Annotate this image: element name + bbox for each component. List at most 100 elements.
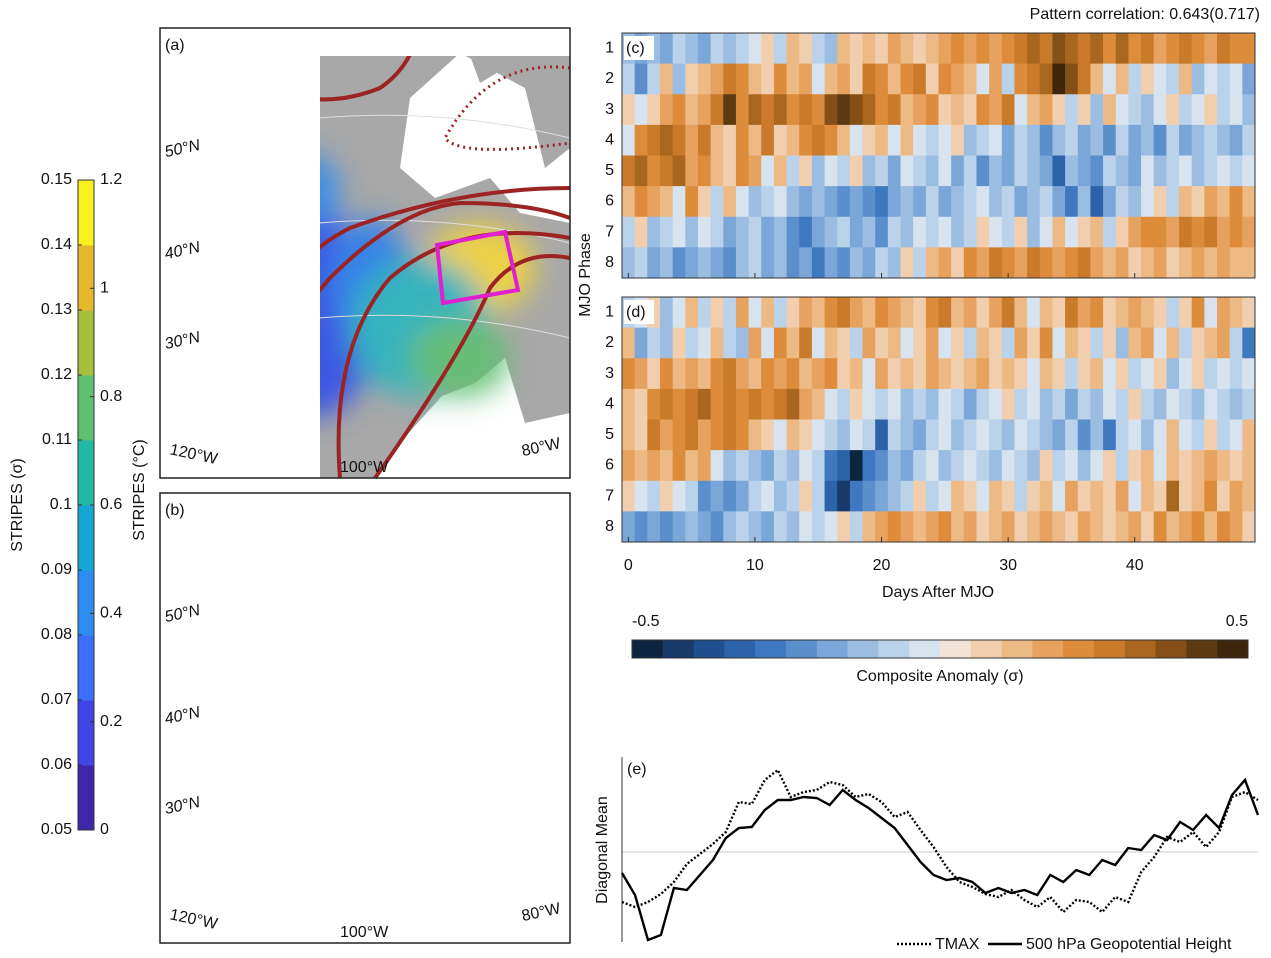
heatmap-cell <box>913 124 927 156</box>
heatmap-cell <box>748 155 762 187</box>
heatmap-cell <box>1103 419 1117 451</box>
heatmap-cell <box>938 247 952 279</box>
heatmap-cell <box>735 327 749 359</box>
heatmap-cell <box>1166 124 1180 156</box>
heatmap-cell <box>1191 327 1205 359</box>
heatmap-cell <box>773 297 787 329</box>
heatmap-cell <box>900 94 914 126</box>
heatmap-cell <box>672 124 686 156</box>
heatmap-cell <box>900 450 914 482</box>
heatmap-cell <box>1204 480 1218 512</box>
y2-tick-label: 0.8 <box>100 388 122 405</box>
heatmap-cell <box>773 358 787 390</box>
heatmap-cell <box>761 511 775 543</box>
heatmap-cell <box>1090 94 1104 126</box>
heatmap-cell <box>735 297 749 329</box>
heatmap-cell <box>786 155 800 187</box>
heatmap-cell <box>824 388 838 420</box>
station-blob <box>320 158 340 218</box>
heatmap-cell <box>1191 511 1205 543</box>
heatmap-cell <box>1090 247 1104 279</box>
colorbar-swatch <box>78 245 94 311</box>
heatmap-cell <box>1052 186 1066 218</box>
heatmap-cell <box>824 327 838 359</box>
heatmap-cell <box>1141 124 1155 156</box>
heatmap-cell <box>1103 247 1117 279</box>
heatmap-cell <box>761 63 775 95</box>
heatmap-cell <box>887 297 901 329</box>
heatmap-cell <box>811 358 825 390</box>
heatmap-cell <box>925 124 939 156</box>
heatmap-cell <box>1014 63 1028 95</box>
heatmap-cell <box>938 480 952 512</box>
heatmap-cell <box>647 124 661 156</box>
y2-tick-label: 1.2 <box>100 171 122 188</box>
heatmap-cell <box>634 216 648 248</box>
heatmap-cell <box>951 327 965 359</box>
heatmap-cell <box>1153 358 1167 390</box>
heatmap-cell <box>634 155 648 187</box>
heatmap-cell <box>976 419 990 451</box>
heatmap-cell <box>659 63 674 95</box>
heatmap-cell <box>1166 186 1180 218</box>
heatmap-cell <box>710 94 724 126</box>
heatmap-cell <box>1204 186 1218 218</box>
heatmap-cell <box>622 186 636 218</box>
heatmap-cell <box>672 216 686 248</box>
heatmap-cell <box>1217 94 1231 126</box>
heatmap-cell <box>748 33 762 65</box>
heatmap-cell <box>773 94 787 126</box>
colorbar-swatch <box>755 640 787 658</box>
colorbar-swatch <box>78 505 94 571</box>
heatmap-cell <box>1166 216 1180 248</box>
heatmap-cell <box>1001 186 1015 218</box>
heatmap-cell <box>925 63 939 95</box>
heatmap-cell <box>989 155 1003 187</box>
colorbar-swatch <box>1063 640 1095 658</box>
heatmap-cell <box>1128 216 1142 248</box>
heatmap-cell <box>925 94 939 126</box>
heatmap-cell <box>659 33 674 65</box>
heatmap-cell <box>672 63 686 95</box>
heatmap-cell <box>1065 297 1079 329</box>
heatmap-cell <box>913 419 927 451</box>
heatmap-cell <box>913 358 927 390</box>
y-tick-label: 0.09 <box>41 561 72 578</box>
heatmap-cell <box>849 216 863 248</box>
heatmap-cell <box>773 450 787 482</box>
contour <box>160 513 570 536</box>
heatmap-cell <box>1166 419 1180 451</box>
heatmap-cell <box>799 327 813 359</box>
heatmap-cell <box>1103 63 1117 95</box>
heatmap-cell <box>1115 247 1129 279</box>
graticule <box>160 580 570 613</box>
heatmap-cell <box>862 450 876 482</box>
heatmap-cell <box>1052 33 1066 65</box>
heatmap-cell <box>1039 327 1053 359</box>
heatmap-cell <box>913 511 927 543</box>
heatmap-cell <box>1077 94 1091 126</box>
heatmap-cell <box>963 216 977 248</box>
heatmap-cell <box>837 247 851 279</box>
heatmap-cell <box>748 247 762 279</box>
heatmap-cell <box>1090 358 1104 390</box>
heatmap-cell <box>963 511 977 543</box>
heatmap-cell <box>837 419 851 451</box>
heatmap-cell <box>900 63 914 95</box>
panel-label: (e) <box>627 761 647 778</box>
heatmap-cell <box>697 388 712 420</box>
heatmap-cell <box>622 63 636 95</box>
graticule <box>160 685 570 718</box>
colorbar-swatch <box>78 375 94 441</box>
land <box>460 493 505 548</box>
y2-tick-label: 0.4 <box>100 605 122 622</box>
heatmap-cell <box>1141 297 1155 329</box>
heatmap-cell <box>989 327 1003 359</box>
heatmap-cell <box>976 480 990 512</box>
station-blob <box>180 623 280 743</box>
heatmap-cell <box>634 511 648 543</box>
colorbar-swatch <box>1094 640 1126 658</box>
heatmap-cell <box>1077 327 1091 359</box>
y-tick-label: 0.15 <box>41 171 72 188</box>
heatmap-cell <box>849 327 863 359</box>
